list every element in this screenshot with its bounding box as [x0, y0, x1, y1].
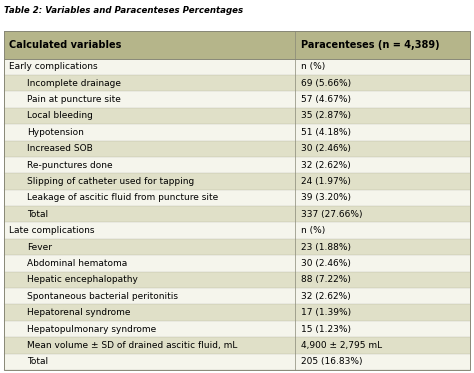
Text: 35 (2.87%): 35 (2.87%) [301, 112, 351, 120]
Text: Table 2: Variables and Paracenteses Percentages: Table 2: Variables and Paracenteses Perc… [4, 6, 243, 15]
Bar [4, 255, 470, 272]
Bar [4, 91, 470, 108]
Text: Total: Total [27, 357, 49, 366]
Bar [4, 59, 470, 75]
Text: Spontaneous bacterial peritonitis: Spontaneous bacterial peritonitis [27, 292, 179, 301]
Text: Increased SOB: Increased SOB [27, 144, 93, 153]
Text: n (%): n (%) [301, 226, 325, 235]
Text: Hepatic encephalopathy: Hepatic encephalopathy [27, 275, 138, 284]
Text: Hypotension: Hypotension [27, 128, 84, 137]
Text: Re-punctures done: Re-punctures done [27, 161, 113, 170]
Bar [4, 157, 470, 173]
Text: Incomplete drainage: Incomplete drainage [27, 79, 121, 88]
Text: Late complications: Late complications [9, 226, 95, 235]
Bar [4, 354, 470, 370]
Text: Pain at puncture site: Pain at puncture site [27, 95, 121, 104]
Text: 69 (5.66%): 69 (5.66%) [301, 79, 351, 88]
Text: 32 (2.62%): 32 (2.62%) [301, 161, 351, 170]
Bar [4, 124, 470, 141]
Bar [4, 272, 470, 288]
Text: 24 (1.97%): 24 (1.97%) [301, 177, 351, 186]
Text: 23 (1.88%): 23 (1.88%) [301, 242, 351, 251]
Text: Calculated variables: Calculated variables [9, 40, 122, 50]
Bar [4, 337, 470, 354]
Bar [4, 190, 470, 206]
Text: 30 (2.46%): 30 (2.46%) [301, 259, 351, 268]
Text: 32 (2.62%): 32 (2.62%) [301, 292, 351, 301]
Text: 205 (16.83%): 205 (16.83%) [301, 357, 363, 366]
Text: Mean volume ± SD of drained ascitic fluid, mL: Mean volume ± SD of drained ascitic flui… [27, 341, 238, 350]
Text: Early complications: Early complications [9, 62, 98, 71]
Text: 51 (4.18%): 51 (4.18%) [301, 128, 351, 137]
Text: Paracenteses (n = 4,389): Paracenteses (n = 4,389) [301, 40, 439, 50]
Text: 57 (4.67%): 57 (4.67%) [301, 95, 351, 104]
Text: 17 (1.39%): 17 (1.39%) [301, 308, 351, 317]
Text: 4,900 ± 2,795 mL: 4,900 ± 2,795 mL [301, 341, 382, 350]
Text: 15 (1.23%): 15 (1.23%) [301, 325, 351, 333]
Text: Abdominal hematoma: Abdominal hematoma [27, 259, 128, 268]
Bar [4, 173, 470, 190]
Bar [4, 222, 470, 239]
Bar [4, 288, 470, 304]
Text: 30 (2.46%): 30 (2.46%) [301, 144, 351, 153]
Bar [4, 141, 470, 157]
Bar [4, 108, 470, 124]
Text: Slipping of catheter used for tapping: Slipping of catheter used for tapping [27, 177, 195, 186]
Bar [4, 31, 470, 59]
Text: Total: Total [27, 210, 49, 219]
Bar [4, 304, 470, 321]
Text: Hepatopulmonary syndrome: Hepatopulmonary syndrome [27, 325, 157, 333]
Text: Local bleeding: Local bleeding [27, 112, 93, 120]
Text: Hepatorenal syndrome: Hepatorenal syndrome [27, 308, 131, 317]
Bar [4, 206, 470, 222]
Text: Leakage of ascitic fluid from puncture site: Leakage of ascitic fluid from puncture s… [27, 193, 219, 203]
Text: Fever: Fever [27, 242, 53, 251]
Bar [4, 321, 470, 337]
Text: n (%): n (%) [301, 62, 325, 71]
Bar [4, 75, 470, 91]
Text: 337 (27.66%): 337 (27.66%) [301, 210, 363, 219]
Bar [4, 239, 470, 255]
Text: 39 (3.20%): 39 (3.20%) [301, 193, 351, 203]
Text: 88 (7.22%): 88 (7.22%) [301, 275, 351, 284]
